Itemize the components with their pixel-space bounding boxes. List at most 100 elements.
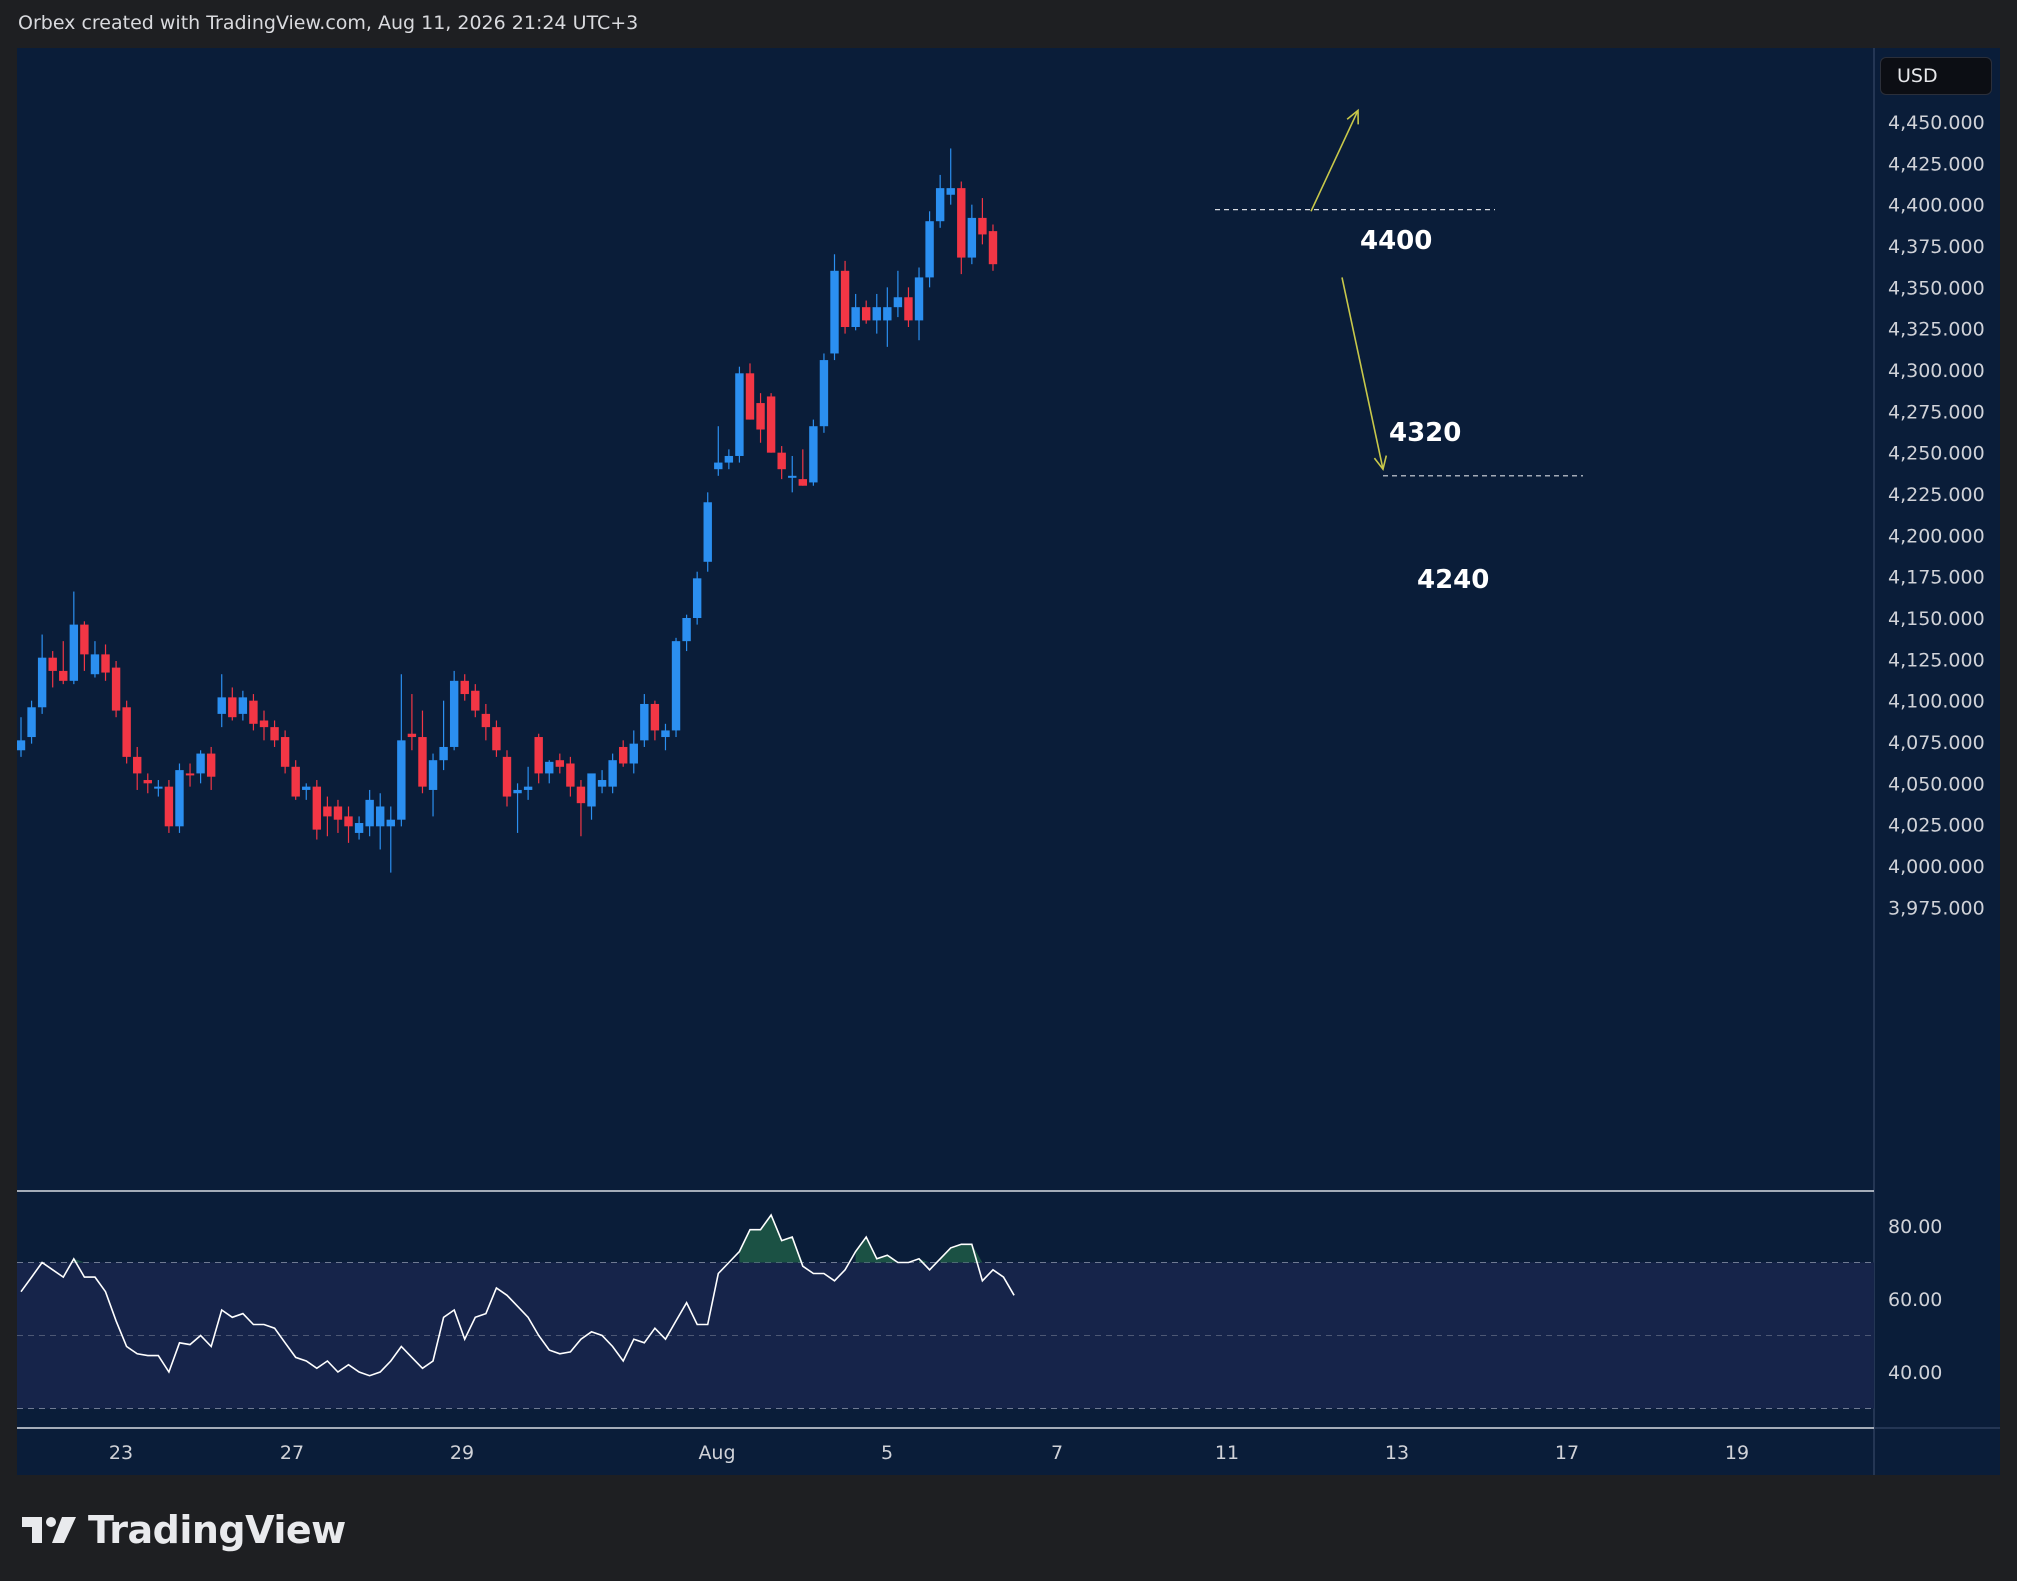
candle [228, 687, 237, 721]
candle [946, 148, 955, 205]
time-tick-label: 27 [280, 1442, 304, 1464]
candle-body [27, 707, 36, 738]
chart-caption: Orbex created with TradingView.com, Aug … [18, 12, 639, 34]
candle-body [555, 760, 565, 767]
candle [661, 723, 670, 751]
candle-body [259, 720, 269, 728]
price-tick-label: 4,025.000 [1888, 815, 1985, 837]
candle [365, 789, 374, 837]
candle [249, 694, 258, 731]
chart-frame[interactable]: 4400 4320 4240 4,475.0004,450.0004,425.0… [17, 48, 2000, 1475]
annotation-4320: 4320 [1389, 418, 1461, 448]
candle [291, 760, 300, 800]
candle-body [925, 221, 934, 278]
candle [185, 763, 195, 787]
price-tick-label: 4,250.000 [1888, 443, 1985, 465]
currency-selector[interactable]: USD [1880, 57, 1992, 95]
candle [714, 426, 723, 476]
candle [988, 224, 998, 271]
candle [851, 293, 860, 331]
brand-footer: TradingView [20, 1508, 346, 1552]
annotation-4400: 4400 [1360, 226, 1432, 256]
rsi-pane [17, 1213, 1874, 1409]
candle-body [640, 703, 649, 741]
candle [206, 746, 216, 790]
candle-body [238, 697, 248, 714]
upward-projection-arrow [1310, 108, 1359, 212]
price-tick-label: 4,450.000 [1888, 112, 1985, 134]
candle [302, 783, 311, 800]
candle [333, 799, 343, 833]
candle [872, 293, 881, 334]
candle-body [101, 654, 110, 673]
candle [957, 181, 966, 275]
candle [101, 644, 110, 681]
candle-body [312, 786, 322, 830]
candle [788, 455, 797, 493]
candle-body [365, 799, 374, 827]
candle [566, 756, 575, 797]
candle-body [175, 770, 184, 827]
candle-body [946, 188, 955, 195]
candle [376, 793, 385, 850]
candle-body [80, 624, 89, 655]
candle-body [90, 654, 100, 675]
candle [883, 287, 892, 347]
candle-body [619, 746, 628, 764]
price-tick-label: 4,425.000 [1888, 153, 1985, 175]
time-tick-label: 13 [1385, 1442, 1409, 1464]
candle-body [745, 373, 755, 420]
arrow-head [1373, 455, 1388, 471]
arrow-head [1346, 108, 1359, 125]
candle-body [122, 707, 131, 757]
candle [671, 637, 681, 738]
candle [439, 700, 448, 771]
candle-body [154, 786, 163, 789]
candle-body [513, 789, 522, 794]
rsi-tick-label: 40.00 [1888, 1362, 1942, 1384]
candle [143, 773, 152, 794]
candle-body [449, 680, 459, 747]
candle-body [608, 760, 617, 787]
candle-body [819, 360, 829, 427]
time-tick-label: 29 [450, 1442, 474, 1464]
candle-body [164, 786, 174, 827]
candle-body [523, 786, 533, 790]
rsi-overbought-fill [73, 1215, 983, 1263]
candle [196, 750, 205, 784]
candle-body [270, 727, 279, 741]
drawing-tools: 4400 4320 4240 [1215, 108, 1583, 595]
time-axis-labels: 23 27 29 Aug 5 7 11 13 17 19 [109, 1442, 1749, 1464]
price-tick-label: 3,975.000 [1888, 897, 1985, 919]
price-tick-label: 4,375.000 [1888, 236, 1985, 258]
candle-body [893, 297, 903, 308]
candle [449, 670, 459, 751]
candle-body [280, 737, 290, 767]
price-axis-labels: 4,475.0004,450.0004,425.0004,400.0004,37… [1888, 71, 1985, 920]
candle-body [957, 188, 966, 258]
time-tick-label: 17 [1555, 1442, 1579, 1464]
candle-body [566, 763, 575, 787]
candle-body [904, 297, 913, 321]
chart-canvas[interactable]: 4400 4320 4240 4,475.0004,450.0004,425.0… [17, 48, 2000, 1475]
candle-body [576, 786, 586, 804]
candle [428, 753, 438, 817]
rsi-line [20, 1213, 1015, 1377]
candle [386, 806, 395, 873]
candle-body [111, 667, 121, 711]
time-tick-label: Aug [698, 1442, 735, 1464]
candle [904, 287, 913, 328]
price-tick-label: 4,050.000 [1888, 773, 1985, 795]
candle-body [756, 403, 765, 430]
candle [27, 700, 36, 744]
candle [756, 393, 765, 443]
candle [523, 766, 533, 800]
brand-name: TradingView [88, 1508, 346, 1552]
price-tick-label: 4,100.000 [1888, 691, 1985, 713]
candle-body [914, 277, 924, 321]
candle [280, 730, 290, 774]
candle [576, 780, 586, 837]
time-tick-label: 19 [1725, 1442, 1749, 1464]
candle [555, 753, 565, 774]
candle-body [724, 455, 734, 463]
